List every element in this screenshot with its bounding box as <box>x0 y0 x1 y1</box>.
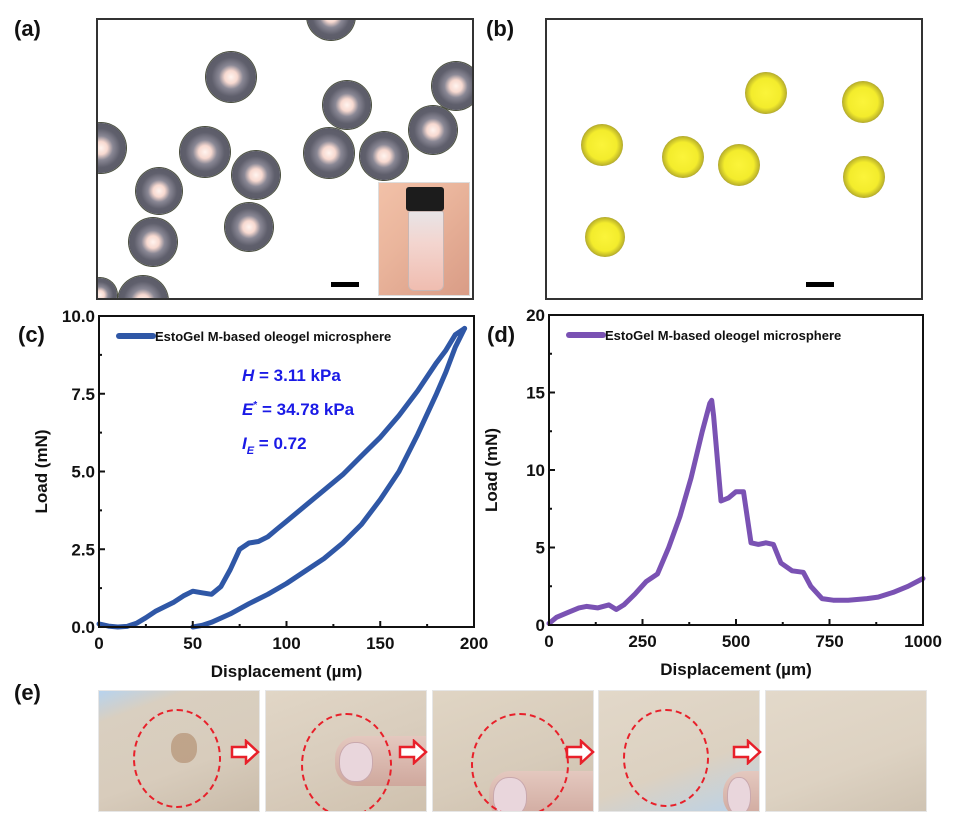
y-tick-label: 15 <box>526 384 545 403</box>
parameter-symbol: H <box>242 366 255 385</box>
fit-parameter: IE = 0.72 <box>242 434 307 457</box>
y-tick-label: 0 <box>536 616 545 635</box>
y-tick-label: 5 <box>536 539 545 558</box>
y-axis-label: Load (mN) <box>32 429 51 513</box>
microsphere <box>745 72 787 114</box>
x-tick-label: 50 <box>183 634 202 653</box>
microsphere <box>360 132 408 180</box>
x-axis-label: Displacement (µm) <box>211 662 363 681</box>
dashed-circle-marker <box>133 709 222 808</box>
series-line <box>190 325 468 630</box>
panel-label-c: (c) <box>18 322 45 347</box>
y-axis-label: Load (mN) <box>482 428 501 512</box>
y-tick-label: 2.5 <box>71 540 95 559</box>
microsphere <box>98 123 126 173</box>
y-tick-label: 10 <box>526 461 545 480</box>
series-line <box>546 397 926 626</box>
legend-label: EstoGel M-based oleogel microsphere <box>605 328 841 343</box>
dashed-circle-marker <box>623 709 709 807</box>
x-tick-label: 100 <box>272 634 300 653</box>
microsphere <box>843 156 885 198</box>
vial-body <box>408 211 444 291</box>
right-arrow-icon <box>732 739 762 765</box>
microsphere <box>409 106 457 154</box>
x-tick-label: 200 <box>460 634 488 653</box>
parameter-symbol: I <box>242 434 248 453</box>
microsphere <box>662 136 704 178</box>
microsphere <box>118 276 168 298</box>
micrograph-b <box>545 18 923 300</box>
microsphere <box>718 144 760 186</box>
application-photo-5 <box>765 690 927 812</box>
microsphere <box>323 81 371 129</box>
microsphere <box>98 278 117 298</box>
microsphere <box>307 20 355 40</box>
panel-label-a: (a) <box>14 16 41 41</box>
scale-bar <box>331 282 359 287</box>
y-tick-label: 20 <box>526 306 545 325</box>
thumbnail-nail <box>727 777 751 811</box>
microsphere <box>581 124 623 166</box>
y-tick-label: 0.0 <box>71 618 95 637</box>
dashed-circle-marker <box>471 713 570 811</box>
legend: EstoGel M-based oleogel microsphere <box>116 329 391 344</box>
parameter-symbol: E <box>242 400 254 419</box>
x-tick-label: 500 <box>722 632 750 651</box>
microsphere <box>304 128 354 178</box>
x-tick-label: 750 <box>815 632 843 651</box>
microsphere <box>129 218 177 266</box>
subscript: E <box>247 445 255 457</box>
y-tick-label: 10.0 <box>62 307 95 326</box>
fit-parameter: E* = 34.78 kPa <box>242 400 355 419</box>
microsphere <box>136 168 182 214</box>
right-arrow-icon <box>398 739 428 765</box>
x-tick-label: 0 <box>544 632 553 651</box>
vial-cap <box>406 187 444 211</box>
chart-d: 0 250 500 750 1000 0 5 10 15 20 EstoGel M-based o… <box>482 306 942 679</box>
micrograph-a <box>96 18 474 300</box>
scale-bar <box>806 282 834 287</box>
x-axis-label: Displacement (µm) <box>660 660 812 679</box>
x-tick-label: 1000 <box>904 632 942 651</box>
plot-frame <box>98 315 475 628</box>
x-tick-label: 0 <box>94 634 103 653</box>
fit-parameter: H = 3.11 kPa <box>242 366 341 385</box>
panel-label-b: (b) <box>486 16 515 41</box>
x-tick-label: 150 <box>366 634 394 653</box>
dashed-circle-marker <box>301 713 392 811</box>
microsphere <box>585 217 625 257</box>
y-tick-label: 7.5 <box>71 385 95 404</box>
right-arrow-icon <box>230 739 260 765</box>
y-tick-label: 5.0 <box>71 463 95 482</box>
microsphere <box>842 81 884 123</box>
right-arrow-icon <box>565 739 595 765</box>
fit-parameters: H = 3.11 kPa E* = 34.78 kPa IE = 0.72 <box>242 366 355 457</box>
microsphere <box>432 62 472 110</box>
microsphere <box>225 203 273 251</box>
series-line <box>96 325 468 630</box>
chart-c: 0 50 100 150 200 0.0 2.5 5.0 7.5 10.0 EstoGel M-b… <box>32 307 488 681</box>
legend-label: EstoGel M-based oleogel microsphere <box>155 329 391 344</box>
microsphere <box>232 151 280 199</box>
microsphere <box>206 52 256 102</box>
superscript: * <box>253 400 257 411</box>
plot-frame <box>548 314 924 626</box>
microsphere <box>180 127 230 177</box>
panel-label-e: (e) <box>14 680 41 705</box>
vial-photo-inset <box>378 182 470 296</box>
legend: EstoGel M-based oleogel microsphere <box>566 328 841 343</box>
x-tick-label: 250 <box>628 632 656 651</box>
panel-label-d: (d) <box>487 322 516 347</box>
